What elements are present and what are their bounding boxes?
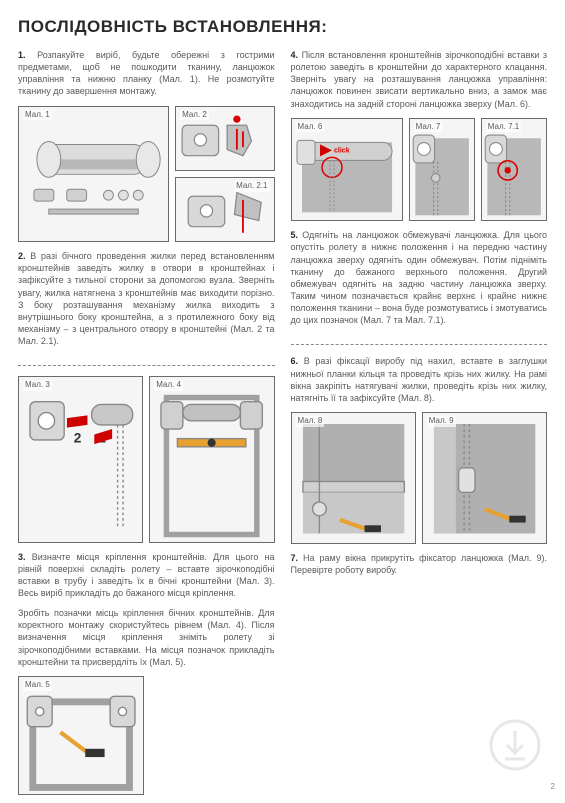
figure-2: Мал. 2 xyxy=(175,106,274,171)
step-6-text: 6. В разі фіксації виробу під нахил, вст… xyxy=(291,355,548,404)
figure-7: Мал. 7 xyxy=(409,118,475,222)
svg-text:2: 2 xyxy=(74,431,82,446)
step-2-text: 2. В разі бічного проведення жилки перед… xyxy=(18,250,275,347)
step-3-text: 3. Визначте місця кріплення кронштейнів.… xyxy=(18,551,275,600)
figure-6: Мал. 6 click xyxy=(291,118,403,222)
right-column: 4. Після встановлення кронштейнів зірочк… xyxy=(291,49,548,803)
figure-4-label: Мал. 4 xyxy=(154,380,183,391)
figure-7-1: Мал. 7.1 xyxy=(481,118,547,222)
step-3b-text: Зробіть позначки місць кріплення бічних … xyxy=(18,607,275,668)
figure-3-label: Мал. 3 xyxy=(23,380,52,391)
figure-2-1: Мал. 2.1 xyxy=(175,177,274,242)
step-1-text: 1. Розпакуйте виріб, будьте обережні з г… xyxy=(18,49,275,98)
figure-2-1-label: Мал. 2.1 xyxy=(234,181,269,192)
step-7-text: 7. На раму вікна прикрутіть фіксатор лан… xyxy=(291,552,548,576)
figure-1: Мал. 1 xyxy=(18,106,169,243)
figure-2-label: Мал. 2 xyxy=(180,110,209,121)
step-4-text: 4. Після встановлення кронштейнів зірочк… xyxy=(291,49,548,110)
divider xyxy=(291,344,548,345)
figure-4: Мал. 4 xyxy=(149,376,274,542)
step-5-text: 5. Одягніть на ланцюжок обмежувачі ланцю… xyxy=(291,229,548,326)
figure-5: Мал. 5 xyxy=(18,676,144,795)
figure-9: Мал. 9 xyxy=(422,412,547,544)
figure-7-1-label: Мал. 7.1 xyxy=(486,122,521,133)
figure-8-label: Мал. 8 xyxy=(296,416,325,427)
figure-9-label: Мал. 9 xyxy=(427,416,456,427)
page-number: 2 xyxy=(551,782,555,793)
watermark-icon xyxy=(489,719,541,771)
figure-1-label: Мал. 1 xyxy=(23,110,52,121)
divider xyxy=(18,365,275,366)
figure-5-label: Мал. 5 xyxy=(23,680,52,691)
figure-3: Мал. 3 2 1 xyxy=(18,376,143,542)
figure-7-label: Мал. 7 xyxy=(414,122,443,133)
figure-6-label: Мал. 6 xyxy=(296,122,325,133)
figure-8: Мал. 8 xyxy=(291,412,416,544)
svg-text:click: click xyxy=(334,147,350,154)
page-title: ПОСЛІДОВНІСТЬ ВСТАНОВЛЕННЯ: xyxy=(18,16,547,39)
left-column: 1. Розпакуйте виріб, будьте обережні з г… xyxy=(18,49,275,803)
